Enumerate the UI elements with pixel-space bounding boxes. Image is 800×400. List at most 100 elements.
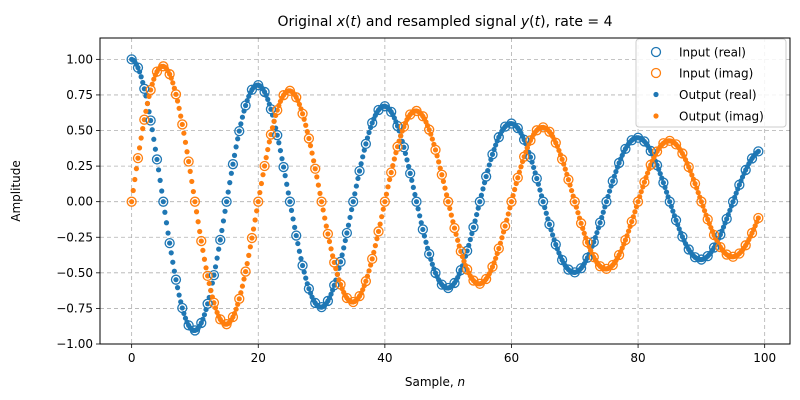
output-point bbox=[670, 208, 676, 214]
output-point bbox=[322, 215, 328, 221]
output-point bbox=[173, 91, 179, 97]
output-point bbox=[260, 172, 266, 178]
input-point bbox=[405, 168, 416, 179]
output-point bbox=[151, 76, 157, 82]
output-point bbox=[311, 158, 317, 164]
output-point bbox=[277, 147, 284, 154]
input-point bbox=[240, 100, 251, 111]
input-point bbox=[126, 196, 137, 207]
output-point bbox=[135, 65, 141, 71]
input-point bbox=[221, 196, 232, 207]
output-point bbox=[383, 191, 390, 197]
output-point bbox=[374, 236, 380, 242]
output-point bbox=[162, 209, 168, 215]
output-point bbox=[524, 145, 530, 151]
output-point bbox=[470, 224, 477, 230]
output-point bbox=[502, 223, 508, 229]
output-point bbox=[565, 177, 572, 183]
output-point bbox=[575, 210, 581, 216]
input-point bbox=[145, 115, 156, 126]
output-point bbox=[556, 147, 562, 154]
input-point bbox=[651, 146, 663, 157]
input-point bbox=[265, 104, 277, 115]
input-point bbox=[398, 121, 410, 132]
input-point bbox=[689, 178, 701, 189]
output-point bbox=[736, 182, 742, 188]
output-point bbox=[285, 190, 291, 196]
output-point bbox=[201, 256, 208, 262]
output-point bbox=[227, 180, 233, 186]
input-point bbox=[348, 296, 359, 308]
input-point bbox=[392, 120, 403, 132]
input-point bbox=[284, 196, 296, 207]
input-point bbox=[259, 86, 270, 98]
input-point bbox=[272, 130, 283, 141]
output-point bbox=[755, 148, 761, 154]
input-point bbox=[651, 160, 663, 171]
input-point bbox=[398, 142, 410, 153]
input-point bbox=[462, 264, 473, 275]
output-point bbox=[546, 221, 553, 228]
output-point bbox=[328, 291, 334, 297]
output-point bbox=[603, 199, 610, 205]
output-point bbox=[360, 287, 366, 293]
output-point bbox=[695, 189, 701, 196]
output-point bbox=[339, 252, 345, 258]
input-point bbox=[259, 160, 270, 172]
output-point bbox=[413, 199, 420, 205]
input-point bbox=[563, 264, 574, 275]
input-point bbox=[208, 297, 220, 308]
output-point bbox=[231, 152, 238, 158]
output-point bbox=[255, 199, 261, 205]
output-point bbox=[347, 214, 353, 221]
input-point bbox=[215, 234, 226, 246]
input-point bbox=[708, 229, 720, 241]
output-point bbox=[233, 306, 239, 312]
y-tick-label: 1.00 bbox=[66, 52, 93, 66]
input-point bbox=[626, 216, 637, 227]
input-point bbox=[348, 196, 359, 207]
input-point bbox=[443, 282, 454, 294]
plot-frame bbox=[99, 37, 791, 345]
output-point bbox=[230, 161, 236, 167]
output-point bbox=[271, 118, 277, 124]
output-point bbox=[559, 156, 565, 162]
output-point bbox=[280, 164, 287, 170]
input-point bbox=[734, 179, 745, 190]
input-point bbox=[424, 124, 435, 135]
output-point bbox=[195, 219, 201, 225]
input-point bbox=[575, 218, 587, 229]
output-point bbox=[344, 230, 350, 236]
output-point bbox=[326, 238, 333, 245]
input-point bbox=[240, 266, 251, 277]
input-point bbox=[620, 234, 631, 246]
output-point bbox=[160, 199, 166, 205]
output-point bbox=[398, 133, 404, 139]
output-point bbox=[543, 210, 549, 216]
input-point bbox=[753, 212, 764, 224]
output-point bbox=[325, 231, 331, 237]
output-point bbox=[217, 237, 223, 243]
input-point bbox=[594, 217, 606, 228]
input-point bbox=[291, 92, 302, 103]
output-point bbox=[421, 233, 428, 239]
input-point bbox=[607, 175, 618, 187]
output-point bbox=[292, 224, 298, 230]
input-point bbox=[537, 196, 549, 207]
output-point bbox=[534, 175, 540, 182]
input-point bbox=[202, 298, 213, 309]
output-point bbox=[252, 217, 258, 223]
output-point bbox=[295, 240, 301, 247]
output-point bbox=[616, 160, 622, 166]
input-point bbox=[715, 229, 726, 240]
output-point bbox=[250, 226, 257, 232]
input-point bbox=[645, 159, 656, 170]
output-point bbox=[201, 312, 208, 318]
input-point bbox=[291, 230, 302, 241]
output-point bbox=[241, 276, 247, 282]
input-point bbox=[335, 256, 346, 267]
output-point bbox=[467, 236, 473, 243]
output-point bbox=[493, 142, 499, 148]
input-point bbox=[354, 290, 365, 302]
input-point bbox=[322, 295, 334, 307]
